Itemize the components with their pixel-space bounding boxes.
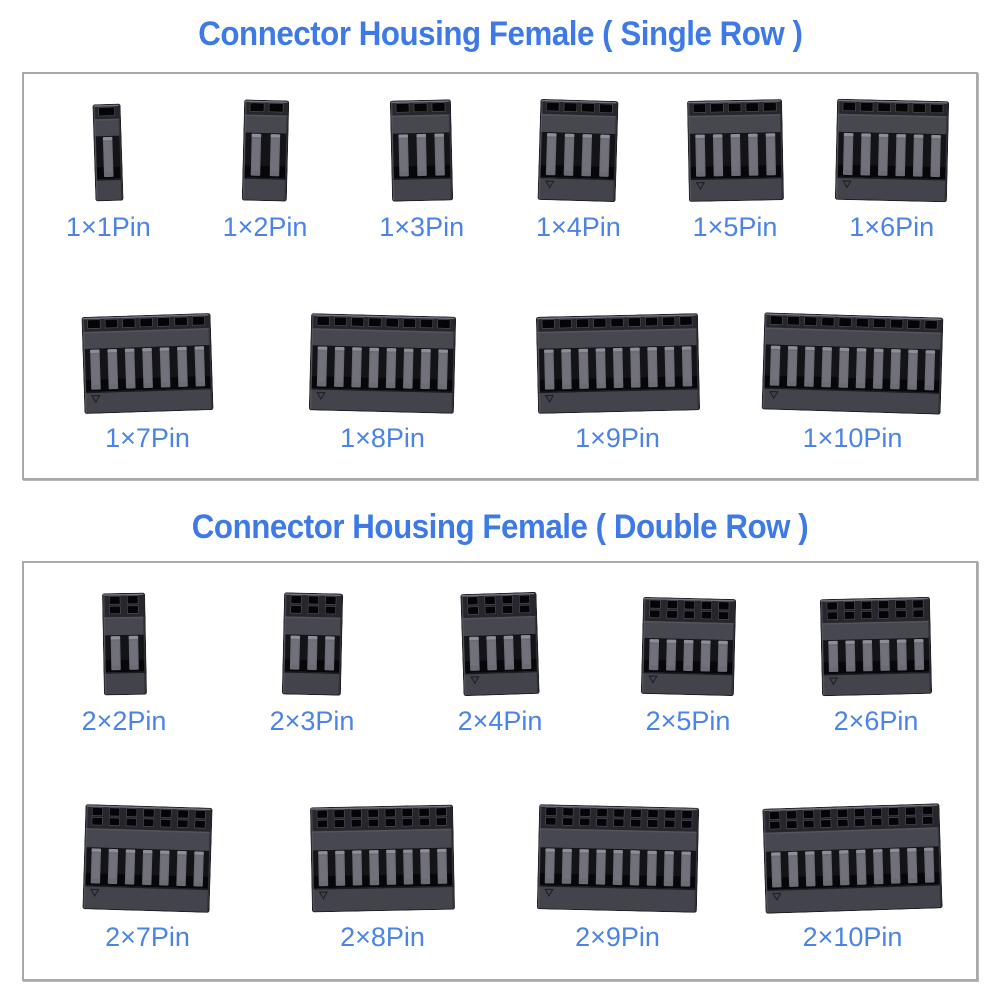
connector-label: 1×4Pin [535, 212, 621, 242]
connector-photo [535, 313, 700, 415]
connector-item-2x7Pin: 2×7Pin [30, 804, 265, 953]
connector-item-1x7Pin: 1×7Pin [30, 313, 265, 454]
connector-item-1x1Pin: 1×1Pin [30, 103, 187, 243]
connector-label: 1×2Pin [222, 212, 308, 242]
connector-label: 2×10Pin [802, 922, 903, 953]
double-row-title: Connector Housing Female ( Double Row ) [0, 506, 1000, 548]
connector-photo [92, 103, 124, 202]
connector-row: 1×7Pin 1×8Pin 1×9Pin 1×10Pin [30, 312, 970, 454]
connector-label: 2×4Pin [457, 706, 543, 736]
connector-photo [640, 596, 736, 697]
connector-label: 1×7Pin [105, 423, 190, 454]
connector-label: 1×9Pin [575, 423, 660, 454]
connector-item-1x4Pin: 1×4Pin [500, 98, 657, 243]
connector-housing-infographic: Connector Housing Female ( Single Row ) … [0, 13, 1000, 981]
connector-item-2x4Pin: 2×4Pin [406, 591, 594, 737]
connector-label: 1×6Pin [849, 212, 935, 242]
single-row-title: Connector Housing Female ( Single Row ) [0, 13, 1000, 55]
connector-label: 2×6Pin [833, 706, 919, 736]
connector-photo [390, 99, 454, 202]
connector-label: 1×10Pin [802, 423, 903, 454]
connector-label: 1×3Pin [379, 212, 465, 242]
connector-label: 1×5Pin [692, 212, 778, 242]
connector-photo [834, 98, 949, 203]
connector-row: 2×2Pin 2×3Pin 2×4Pin 2×5Pin 2×6Pin [30, 591, 970, 737]
connector-item-2x6Pin: 2×6Pin [782, 596, 970, 737]
connector-photo [82, 804, 213, 914]
connector-photo [819, 596, 933, 697]
connector-row: 1×1Pin 1×2Pin 1×3Pin 1×4Pin 1×5Pin 1×6Pin [30, 98, 970, 243]
connector-photo [308, 313, 457, 415]
connector-item-1x8Pin: 1×8Pin [265, 313, 500, 454]
connector-photo [460, 591, 540, 697]
connector-label: 2×5Pin [645, 706, 731, 736]
connector-label: 1×8Pin [340, 423, 425, 454]
connector-label: 2×2Pin [81, 706, 167, 736]
connector-item-2x10Pin: 2×10Pin [735, 803, 970, 953]
single-row-title-text: Connector Housing Female ( Single Row ) [197, 15, 803, 53]
single-row-panel: 1×1Pin 1×2Pin 1×3Pin 1×4Pin 1×5Pin 1×6Pin 1×7P… [22, 72, 978, 480]
connector-photo [761, 312, 944, 415]
connector-photo [281, 592, 343, 696]
connector-item-1x9Pin: 1×9Pin [500, 313, 735, 454]
connector-label: 1×1Pin [65, 212, 151, 242]
connector-item-1x5Pin: 1×5Pin [657, 99, 814, 243]
connector-item-2x3Pin: 2×3Pin [218, 592, 406, 737]
connector-item-1x2Pin: 1×2Pin [187, 99, 344, 243]
connector-label: 2×8Pin [340, 922, 425, 953]
connector-photo [81, 313, 214, 415]
connector-label: 2×9Pin [575, 922, 660, 953]
double-row-title-text: Connector Housing Female ( Double Row ) [191, 508, 809, 546]
connector-photo [310, 804, 455, 913]
connector-item-1x3Pin: 1×3Pin [343, 99, 500, 243]
connector-photo [536, 804, 699, 914]
connector-item-2x9Pin: 2×9Pin [500, 804, 735, 953]
connector-row: 2×7Pin 2×8Pin 2×9Pin 2×10Pin [30, 803, 970, 953]
connector-photo [762, 803, 943, 915]
connector-item-1x6Pin: 1×6Pin [813, 98, 970, 243]
connector-item-2x8Pin: 2×8Pin [265, 804, 500, 953]
connector-photo [101, 592, 147, 696]
connector-photo [241, 99, 289, 202]
connector-photo [686, 99, 784, 202]
connector-item-2x2Pin: 2×2Pin [30, 592, 218, 737]
connector-item-2x5Pin: 2×5Pin [594, 596, 782, 737]
double-row-panel: 2×2Pin 2×3Pin 2×4Pin 2×5Pin 2×6Pin 2×7Pin 2×8P… [22, 561, 978, 981]
connector-photo [537, 98, 619, 203]
connector-label: 2×3Pin [269, 706, 355, 736]
connector-label: 2×7Pin [105, 922, 190, 953]
connector-item-1x10Pin: 1×10Pin [735, 312, 970, 454]
